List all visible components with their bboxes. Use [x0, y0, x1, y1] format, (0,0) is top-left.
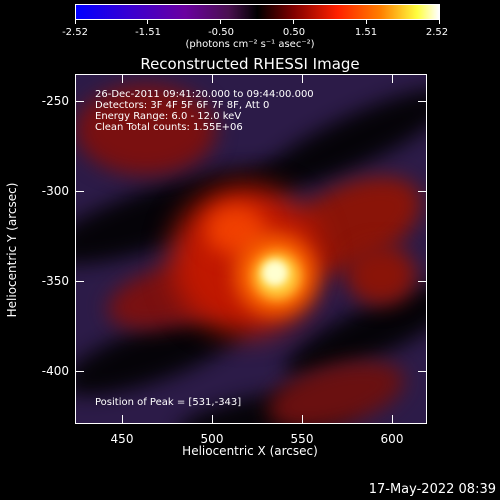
y-tick-label: -350 — [41, 274, 69, 288]
y-tick-label: -400 — [41, 364, 69, 378]
colorbar-tick — [366, 20, 367, 24]
peak-position: Position of Peak = [531,-343] — [95, 397, 242, 408]
y-axis-title: Heliocentric Y (arcsec) — [5, 182, 19, 318]
x-tick-label: 550 — [290, 432, 314, 446]
colorbar — [75, 4, 440, 20]
colorbar-tick-label: 2.52 — [425, 27, 449, 38]
time-range: 26-Dec-2011 09:41:20.000 to 09:44:00.000 — [95, 89, 314, 100]
peak-source — [262, 260, 288, 286]
colorbar-tick — [220, 20, 221, 24]
colorbar-tick — [439, 20, 440, 24]
colorbar-tick — [75, 20, 76, 24]
colorbar-tick-label: -0.50 — [208, 27, 234, 38]
colorbar-tick-label: 0.50 — [282, 27, 306, 38]
x-tick-label: 600 — [380, 432, 404, 446]
detectors: Detectors: 3F 4F 5F 6F 7F 8F, Att 0 — [95, 100, 270, 111]
x-axis-title: Heliocentric X (arcsec) — [182, 444, 318, 458]
colorbar-units: (photons cm⁻² s⁻¹ asec⁻²) — [185, 39, 315, 50]
y-tick-label: -250 — [41, 94, 69, 108]
x-tick-label: 500 — [200, 432, 224, 446]
energy-range: Energy Range: 6.0 - 12.0 keV — [95, 111, 242, 122]
colorbar-tick-label: -2.52 — [62, 27, 88, 38]
colorbar-tick — [147, 20, 148, 24]
rhessi-image: 26-Dec-2011 09:41:20.000 to 09:44:00.000… — [75, 74, 427, 424]
clean-counts: Clean Total counts: 1.55E+06 — [95, 122, 243, 133]
colorbar-tick — [293, 20, 294, 24]
colorbar-tick-label: -1.51 — [135, 27, 161, 38]
footer-date: 17-May-2022 08:39 — [368, 482, 496, 497]
x-tick-label: 450 — [110, 432, 134, 446]
y-tick-label: -300 — [41, 184, 69, 198]
colorbar-tick-label: 1.51 — [354, 27, 378, 38]
image-title: Reconstructed RHESSI Image — [140, 55, 360, 73]
